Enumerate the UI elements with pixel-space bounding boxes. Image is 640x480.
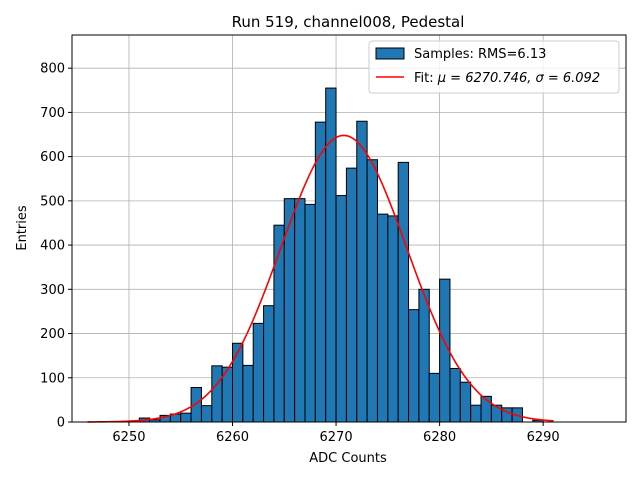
y-tick-label: 500: [40, 194, 65, 209]
histogram-bar: [366, 159, 378, 423]
histogram-bar: [180, 412, 192, 423]
legend-box: [368, 40, 620, 94]
legend-histogram-label: Samples: RMS=6.13: [414, 47, 546, 62]
histogram-bar: [408, 309, 420, 423]
histogram-bar: [418, 288, 430, 423]
histogram-bar: [490, 404, 503, 423]
y-tick-label: 300: [40, 283, 65, 298]
histogram-bar: [242, 364, 254, 423]
histogram-bar: [314, 121, 327, 423]
y-tick-label: 200: [40, 327, 65, 342]
histogram-bar: [200, 405, 213, 423]
legend-fit-prefix: Fit:: [414, 71, 438, 86]
y-tick-label: 0: [57, 416, 65, 431]
histogram-bar: [459, 381, 472, 423]
histogram-bar: [252, 322, 265, 423]
x-tick-label: 6250: [112, 430, 145, 445]
histogram-bar: [294, 198, 306, 423]
fit-curve: [87, 134, 554, 423]
legend-fit-params: μ = 6270.746, σ = 6.092: [437, 71, 600, 86]
histogram-bar: [263, 305, 275, 423]
y-tick-label: 800: [40, 62, 65, 77]
histogram-bar: [428, 372, 441, 423]
histogram-bar: [345, 167, 358, 423]
y-axis-ticks: 0 100 200 300 400 500 600 700 800: [40, 62, 72, 431]
y-tick-label: 700: [40, 106, 65, 121]
x-tick-label: 6290: [527, 430, 560, 445]
histogram-bar: [335, 195, 347, 423]
histogram-bar: [449, 367, 461, 423]
histogram-bar: [397, 161, 410, 423]
x-tick-label: 6270: [320, 430, 353, 445]
histogram-bar: [356, 120, 368, 423]
x-tick-label: 6280: [423, 430, 456, 445]
x-axis-label: ADC Counts: [309, 451, 387, 466]
histogram-bar: [304, 203, 316, 423]
histogram-bar: [190, 387, 202, 423]
histogram-bar: [376, 213, 389, 423]
histogram-bar: [470, 404, 482, 423]
x-tick-label: 6260: [216, 430, 249, 445]
y-tick-label: 400: [40, 239, 65, 254]
plot-frame: [71, 34, 627, 423]
y-tick-label: 600: [40, 150, 65, 165]
legend: Samples: RMS=6.13 Fit: μ = 6270.746, σ =…: [368, 40, 620, 94]
legend-fit-label: Fit: μ = 6270.746, σ = 6.092: [414, 71, 600, 86]
x-axis-ticks: 6250 6260 6270 6280 6290: [112, 422, 560, 445]
histogram-bar: [232, 342, 244, 423]
y-tick-label: 100: [40, 371, 65, 386]
y-axis-label: Entries: [15, 205, 30, 251]
histogram-bars: [138, 87, 544, 423]
legend-histogram-swatch: [375, 47, 405, 60]
chart-title: Run 519, channel008, Pedestal: [232, 13, 465, 31]
histogram-bar: [211, 365, 223, 423]
histogram-bar: [387, 215, 399, 423]
